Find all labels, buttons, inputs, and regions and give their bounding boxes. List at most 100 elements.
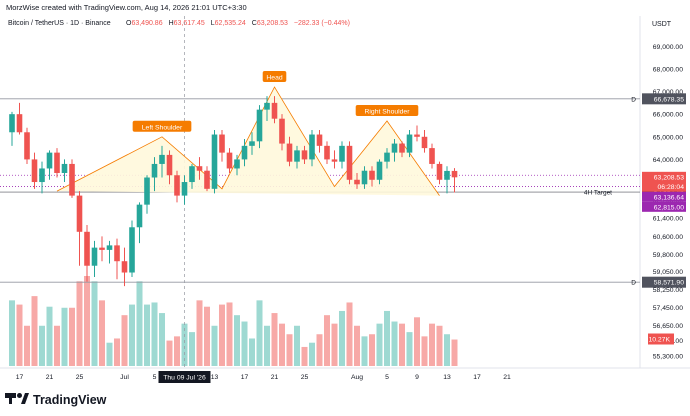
volume-bar <box>294 325 300 366</box>
volume-bar <box>196 300 203 366</box>
volume-bar <box>189 332 195 366</box>
volume-bar <box>106 342 113 366</box>
crosshair-time-label: Thu 09 Jul '26 <box>163 375 206 382</box>
volume-bar <box>24 325 30 366</box>
volume-bar <box>391 321 398 366</box>
volume-bar <box>46 306 53 366</box>
time-tick: 25 <box>301 374 309 381</box>
volume-bar <box>9 300 15 366</box>
candle-body <box>429 148 435 164</box>
level-price-box <box>642 276 686 288</box>
candle-body <box>211 134 218 189</box>
candle-body <box>354 179 360 185</box>
volume-bar <box>331 323 338 366</box>
candle-body <box>16 114 23 133</box>
candle-body <box>114 245 120 262</box>
price-tags-layer: 66,678.3558,571.9062,557.4663,208.5306:2… <box>642 93 686 345</box>
price-tick: 60,600.00 <box>653 234 683 241</box>
candle-body <box>249 141 255 146</box>
volume-bar <box>256 300 263 366</box>
pattern-label-box <box>355 104 419 116</box>
volume-bar <box>354 325 360 366</box>
open-key: O <box>126 20 132 27</box>
time-tick: 9 <box>415 374 419 381</box>
volume-bar <box>264 325 270 366</box>
pattern-label: Right Shoulder <box>365 108 411 115</box>
candle-body <box>421 136 428 149</box>
volume-bar <box>339 310 345 366</box>
candle-body <box>309 134 315 160</box>
candle-body <box>406 134 413 153</box>
volume-bar <box>31 296 38 366</box>
time-tick: 21 <box>271 374 279 381</box>
level-price-label: 58,571.90 <box>654 280 684 287</box>
volume-bar <box>204 306 210 366</box>
candle-body <box>84 231 90 266</box>
pattern-label: Left Shoulder <box>142 124 183 131</box>
time-tick: 5 <box>385 374 389 381</box>
candle-body <box>39 168 45 183</box>
volume-bar <box>309 342 315 366</box>
volume-bar <box>54 325 60 366</box>
volume-bar <box>159 313 165 366</box>
candle-body <box>241 145 248 160</box>
price-tick: 66,000.00 <box>653 112 683 119</box>
price-tick: 67,000.00 <box>653 89 683 96</box>
price-tick: 69,000.00 <box>653 44 683 51</box>
price-tag-box <box>642 171 686 192</box>
volume-bar <box>136 281 143 366</box>
time-tick: 21 <box>503 374 511 381</box>
candle-body <box>301 150 308 160</box>
open-value: 63,490.86 <box>131 20 162 27</box>
candle-body <box>174 175 180 196</box>
close-value: 63,208.53 <box>257 20 288 27</box>
candle-body <box>391 143 398 153</box>
time-tick: 25 <box>76 374 84 381</box>
time-tick: Jul <box>120 374 129 381</box>
candle-body <box>444 170 450 180</box>
volume-bar <box>271 313 278 366</box>
pattern-outline <box>56 86 440 196</box>
candle-body <box>271 102 278 119</box>
candle-body <box>414 134 420 137</box>
time-tick: Aug <box>351 374 363 381</box>
low-value: 62,535.24 <box>215 20 246 27</box>
price-tag-box <box>642 201 686 212</box>
volume-bar <box>444 334 450 366</box>
volume-bar <box>316 334 323 366</box>
candle-body <box>279 118 285 144</box>
candle-body <box>369 170 375 180</box>
time-axis[interactable]: 17 21 25 Jul 5 13 17 21 25 Aug 5 9 13 17 21 Thu 09 Jul … <box>16 371 511 383</box>
time-tick: 5 <box>153 374 157 381</box>
volume-bar <box>69 307 75 366</box>
candle-body <box>61 163 68 173</box>
volume-bar <box>16 304 23 366</box>
candle-body <box>436 163 443 180</box>
price-tag-countdown: 06:28:04 <box>658 184 685 191</box>
candle-body <box>46 152 53 169</box>
price-tick: 61,400.00 <box>653 216 683 223</box>
volume-bar <box>286 334 293 366</box>
change-value: −282.33 (−0.44%) <box>294 20 350 27</box>
volume-bar <box>121 315 128 366</box>
candle-body <box>9 114 15 133</box>
volume-bar <box>166 340 173 366</box>
candles-layer <box>9 96 458 287</box>
volume-bar <box>421 336 428 366</box>
volume-bar <box>174 336 180 366</box>
candle-body <box>99 247 105 250</box>
volume-tag-box <box>648 333 674 345</box>
candle-body <box>451 170 458 178</box>
brand-name: TradingView <box>33 393 107 407</box>
volume-bar <box>406 332 413 366</box>
candle-body <box>226 152 233 169</box>
pattern-label: Head <box>266 75 282 82</box>
candle-body <box>31 159 38 183</box>
volume-bar <box>346 302 353 366</box>
candle-body <box>331 159 338 162</box>
candle-body <box>324 145 330 160</box>
volume-bar <box>151 302 158 366</box>
volume-bar <box>429 323 435 366</box>
price-tick: 65,000.00 <box>653 134 683 141</box>
